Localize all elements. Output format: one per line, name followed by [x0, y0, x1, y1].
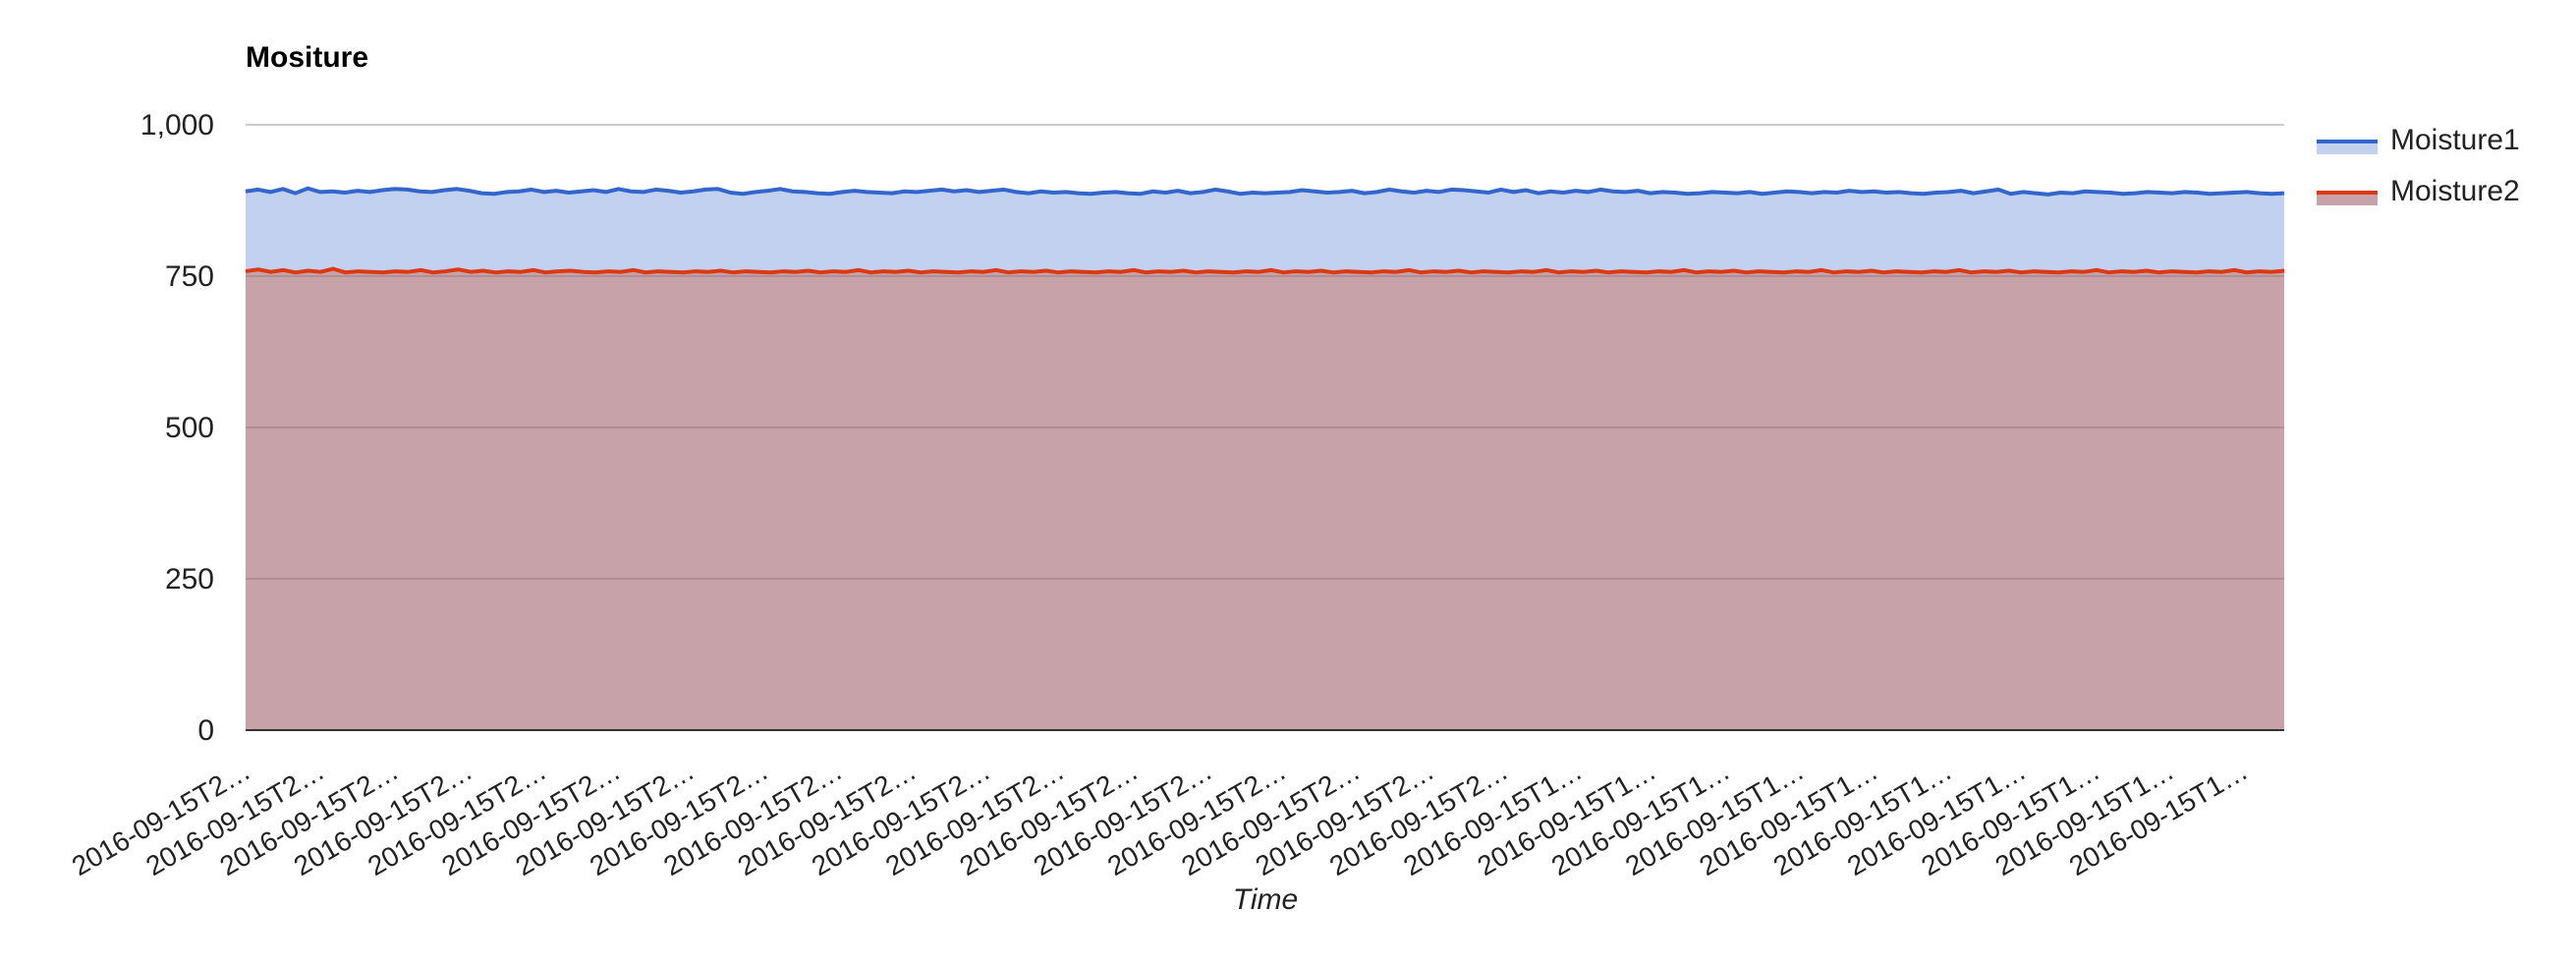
series-line [245, 266, 2285, 275]
series-area [246, 268, 2284, 730]
y-tick-label: 0 [197, 714, 214, 747]
legend-label: Moisture2 [2390, 175, 2520, 207]
legend-item: Moisture1 [2317, 124, 2520, 156]
x-axis-label: Time [1233, 883, 1298, 916]
y-axis-ticks: 0 250 500 750 1,000 [140, 109, 214, 747]
chart-title: Mositure [246, 41, 368, 74]
legend-item: Moisture2 [2317, 175, 2520, 207]
legend-label: Moisture1 [2390, 124, 2520, 156]
x-axis-ticks: 2016-09-15T2…2016-09-15T2…2016-09-15T2…2… [67, 755, 2253, 881]
legend: Moisture1 Moisture2 [2317, 124, 2520, 207]
series-areas [246, 188, 2284, 730]
y-tick-label: 1,000 [140, 109, 214, 142]
series-lines [245, 186, 2285, 580]
y-tick-label: 500 [165, 412, 214, 444]
legend-swatch [2317, 141, 2378, 154]
y-tick-label: 750 [165, 260, 214, 293]
y-tick-label: 250 [165, 563, 214, 596]
series-line [245, 186, 2285, 197]
legend-swatch [2317, 192, 2378, 205]
